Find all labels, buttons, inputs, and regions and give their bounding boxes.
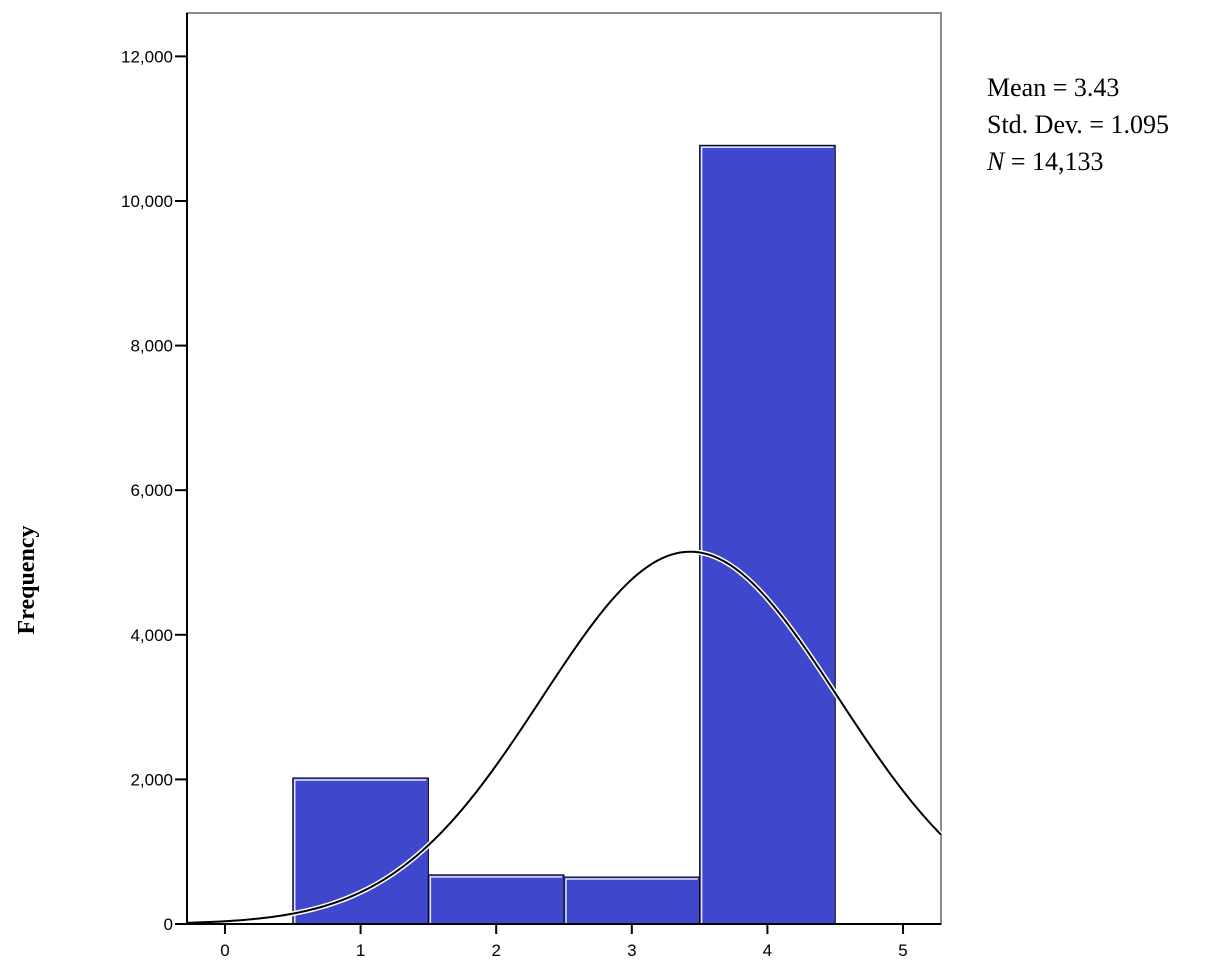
histogram-bars xyxy=(292,144,836,925)
stat-mean-label: Mean xyxy=(987,73,1046,102)
stat-std-dev-value: 1.095 xyxy=(1110,110,1169,139)
histogram-bar xyxy=(699,144,836,925)
axes xyxy=(186,13,941,925)
x-tick-label: 5 xyxy=(898,941,907,960)
y-axis-ticks: 0 2,000 4,000 6,000 8,000 10,000 12,000 xyxy=(121,47,187,934)
y-tick-label: 8,000 xyxy=(130,337,173,356)
histogram-bar-highlight xyxy=(565,878,698,924)
stat-mean-value: 3.43 xyxy=(1074,73,1120,102)
stat-n: N = 14,133 xyxy=(986,147,1104,176)
histogram-bar-highlight xyxy=(429,876,562,924)
x-tick-label: 2 xyxy=(491,941,500,960)
x-axis-ticks: 0 1 2 3 4 5 xyxy=(220,924,908,960)
histogram-bar-highlight xyxy=(700,146,834,924)
stat-n-label: N xyxy=(986,147,1006,176)
x-tick-label: 0 xyxy=(220,941,229,960)
y-tick-label: 2,000 xyxy=(130,770,173,789)
y-tick-label: 4,000 xyxy=(130,626,173,645)
histogram-bar xyxy=(427,874,565,925)
stat-n-value: 14,133 xyxy=(1032,147,1104,176)
x-tick-label: 3 xyxy=(627,941,636,960)
y-tick-label: 0 xyxy=(164,915,173,934)
x-tick-label: 1 xyxy=(356,941,365,960)
histogram-bar xyxy=(563,876,701,925)
stat-std-dev-label: Std. Dev. xyxy=(987,110,1083,139)
histogram-bar-highlight xyxy=(294,779,427,924)
y-tick-label: 10,000 xyxy=(121,192,173,211)
y-axis-label: Frequency xyxy=(14,526,40,635)
stat-mean: Mean = 3.43 xyxy=(987,73,1119,102)
stat-std-dev: Std. Dev. = 1.095 xyxy=(987,110,1169,139)
normal-curve xyxy=(186,550,942,924)
y-tick-label: 12,000 xyxy=(121,47,173,66)
histogram-bar xyxy=(292,777,429,925)
y-tick-label: 6,000 xyxy=(130,481,173,500)
x-tick-label: 4 xyxy=(763,941,772,960)
